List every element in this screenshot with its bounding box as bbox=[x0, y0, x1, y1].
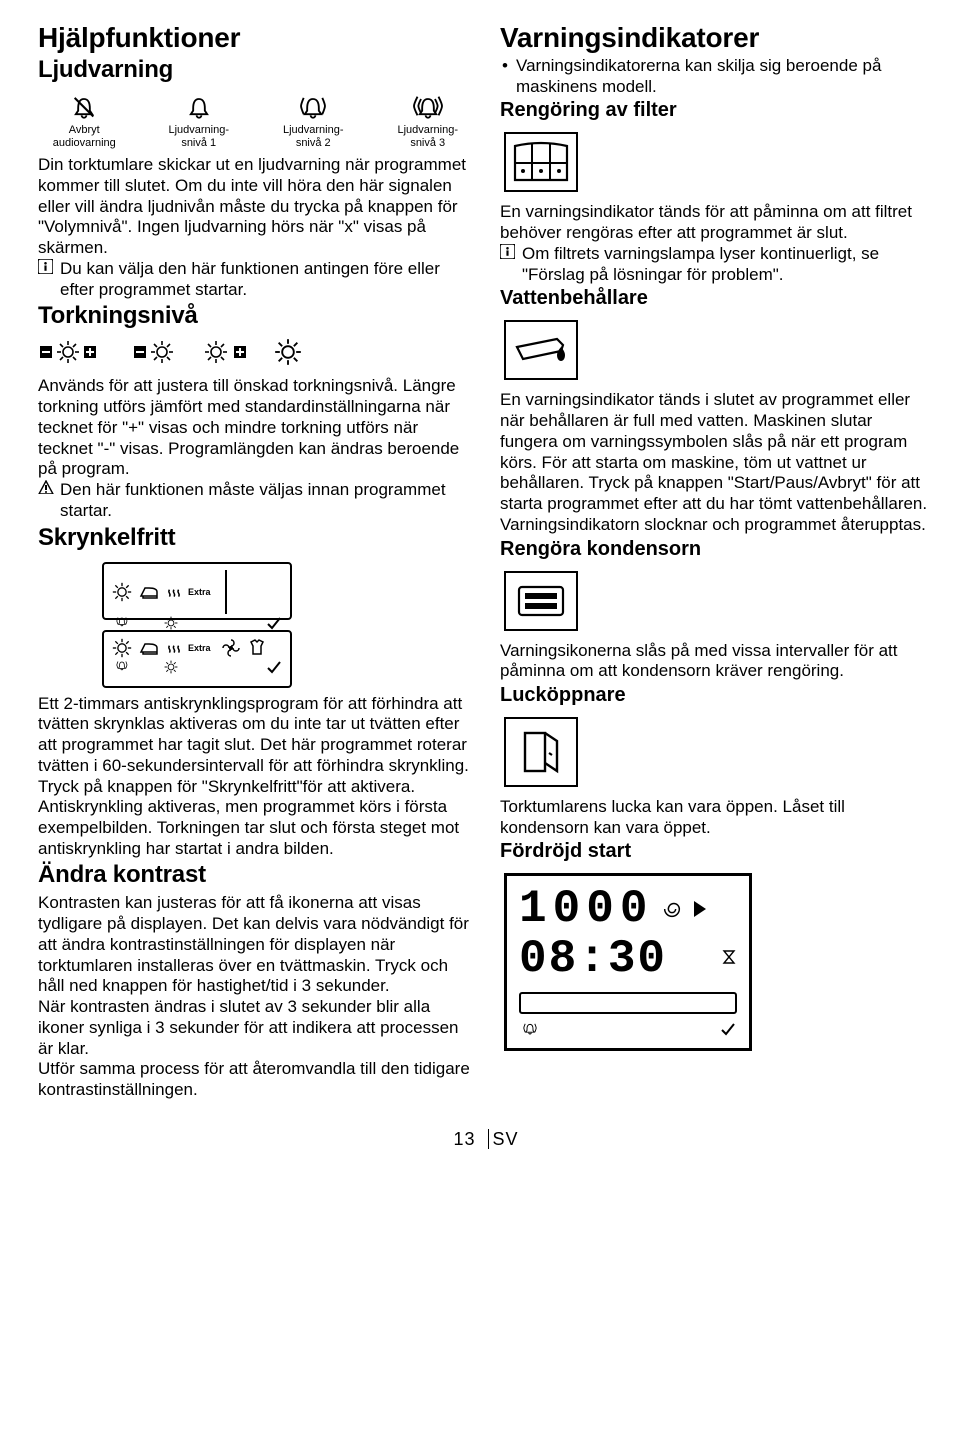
vatten-heading: Vattenbehållare bbox=[500, 287, 934, 310]
bell-parens-small-icon bbox=[112, 616, 136, 630]
kondensor-icon-box bbox=[504, 571, 578, 631]
skrynkelfritt-display-2: Extra bbox=[102, 630, 292, 688]
kontrast-p3: Utför samma process för att återomvandla… bbox=[38, 1059, 472, 1100]
iron-icon bbox=[138, 640, 160, 656]
filter-icon-box bbox=[504, 132, 578, 192]
fordrojd-heading: Fördröjd start bbox=[500, 840, 934, 863]
ljudvarning-heading: Ljudvarning bbox=[38, 56, 472, 84]
sound-icon-3: Ljudvarning-snivå 3 bbox=[384, 92, 473, 149]
footer-divider bbox=[488, 1129, 489, 1149]
sound-level-icons: Avbrytaudiovarning Ljudvarning-snivå 1 L… bbox=[40, 92, 472, 149]
torkningsniva-heading: Torkningsnivå bbox=[38, 302, 472, 330]
play-icon bbox=[691, 899, 709, 919]
sound-icon-2: Ljudvarning-snivå 2 bbox=[269, 92, 358, 149]
sun-icon bbox=[112, 582, 132, 602]
door-open-icon bbox=[511, 724, 571, 780]
bell-double-parens-icon bbox=[402, 92, 454, 120]
condenser-icon bbox=[511, 577, 571, 625]
warning-icon bbox=[38, 480, 58, 494]
page-number: 13 bbox=[453, 1129, 475, 1149]
right-column: Varningsindikatorer Varningsindikatorern… bbox=[500, 22, 934, 1101]
dryness-minus-sun-plus-1 bbox=[40, 338, 112, 366]
page-lang: SV bbox=[493, 1129, 519, 1149]
bell-parens-icon bbox=[291, 92, 335, 120]
bell-cancel-icon bbox=[67, 92, 101, 120]
page-title: Hjälpfunktioner bbox=[38, 22, 472, 54]
torkningsniva-body: Används för att justera till önskad tork… bbox=[38, 376, 472, 480]
iron-icon bbox=[138, 584, 160, 600]
info-icon bbox=[500, 244, 520, 259]
left-column: Hjälpfunktioner Ljudvarning Avbrytaudiov… bbox=[38, 22, 472, 1101]
fan-icon bbox=[221, 638, 241, 658]
vatten-icon-box bbox=[504, 320, 578, 380]
bell-parens-small-icon bbox=[112, 660, 136, 674]
torkningsniva-note: Den här funktionen måste väljas innan pr… bbox=[38, 480, 472, 521]
kontrast-p2: När kontrasten ändras i slutet av 3 seku… bbox=[38, 997, 472, 1059]
sound-icon-cancel: Avbrytaudiovarning bbox=[40, 92, 129, 149]
display-line2: 08:30 bbox=[519, 936, 667, 982]
vatten-p1: En varningsindikator tänds i slutet av p… bbox=[500, 390, 934, 535]
sound-icon-1: Ljudvarning-snivå 1 bbox=[155, 92, 244, 149]
kontrast-p1: Kontrasten kan justeras för att få ikone… bbox=[38, 893, 472, 997]
filter-p1: En varningsindikator tänds för att påmin… bbox=[500, 202, 934, 243]
varn-bullet: Varningsindikatorerna kan skilja sig ber… bbox=[500, 56, 934, 97]
varningsindikatorer-heading: Varningsindikatorer bbox=[500, 22, 934, 54]
divider bbox=[225, 570, 227, 614]
ljudvarning-note: Du kan välja den här funktionen antingen… bbox=[38, 259, 472, 300]
door-icon-box bbox=[504, 717, 578, 787]
sun-small-icon bbox=[164, 616, 178, 630]
info-icon bbox=[38, 259, 58, 274]
spiral-icon bbox=[661, 898, 683, 920]
check-icon bbox=[719, 1022, 737, 1036]
sun-icon bbox=[112, 638, 132, 658]
steam-icon bbox=[166, 642, 182, 654]
display-line1: 1000 bbox=[519, 886, 653, 932]
dryness-level-icons bbox=[40, 338, 472, 366]
luckoppnare-heading: Lucköppnare bbox=[500, 684, 934, 707]
dryness-sun-plus bbox=[204, 338, 252, 366]
extra-label: Extra bbox=[188, 587, 211, 597]
sun-small-icon bbox=[164, 660, 178, 674]
kondensor-heading: Rengöra kondensorn bbox=[500, 538, 934, 561]
page: Hjälpfunktioner Ljudvarning Avbrytaudiov… bbox=[0, 0, 960, 1180]
display-progress-bar bbox=[519, 992, 737, 1014]
extra-label: Extra bbox=[188, 643, 211, 653]
delay-start-display: 1000 08:30 bbox=[504, 873, 752, 1051]
dryness-sun bbox=[274, 338, 302, 366]
water-tank-icon bbox=[511, 330, 571, 370]
two-column-layout: Hjälpfunktioner Ljudvarning Avbrytaudiov… bbox=[38, 22, 934, 1101]
dryness-minus-sun bbox=[134, 338, 182, 366]
filter-grid-icon bbox=[511, 138, 571, 186]
steam-icon bbox=[166, 586, 182, 598]
skrynkelfritt-display-1: Extra bbox=[102, 562, 292, 620]
bell-icon bbox=[182, 92, 216, 120]
ljudvarning-body: Din torktumlare skickar ut en ljudvarnin… bbox=[38, 155, 472, 259]
check-icon bbox=[266, 616, 282, 630]
skrynkelfritt-heading: Skrynkelfritt bbox=[38, 524, 472, 552]
bell-parens-small-icon bbox=[519, 1022, 545, 1038]
skrynkelfritt-p2: Antiskrynkling aktiveras, men programmet… bbox=[38, 797, 472, 859]
check-icon bbox=[266, 660, 282, 674]
kondensor-p1: Varningsikonerna slås på med vissa inter… bbox=[500, 641, 934, 682]
filter-note: Om filtrets varningslampa lyser kontinue… bbox=[500, 244, 934, 285]
luck-p1: Torktumlarens lucka kan vara öppen. Låse… bbox=[500, 797, 934, 838]
filter-heading: Rengöring av filter bbox=[500, 99, 934, 122]
skrynkelfritt-p1: Ett 2-timmars antiskrynklingsprogram för… bbox=[38, 694, 472, 798]
hourglass-icon bbox=[721, 948, 737, 966]
andra-kontrast-heading: Ändra kontrast bbox=[38, 861, 472, 889]
shirt-icon bbox=[247, 638, 267, 658]
page-footer: 13 SV bbox=[38, 1129, 934, 1150]
